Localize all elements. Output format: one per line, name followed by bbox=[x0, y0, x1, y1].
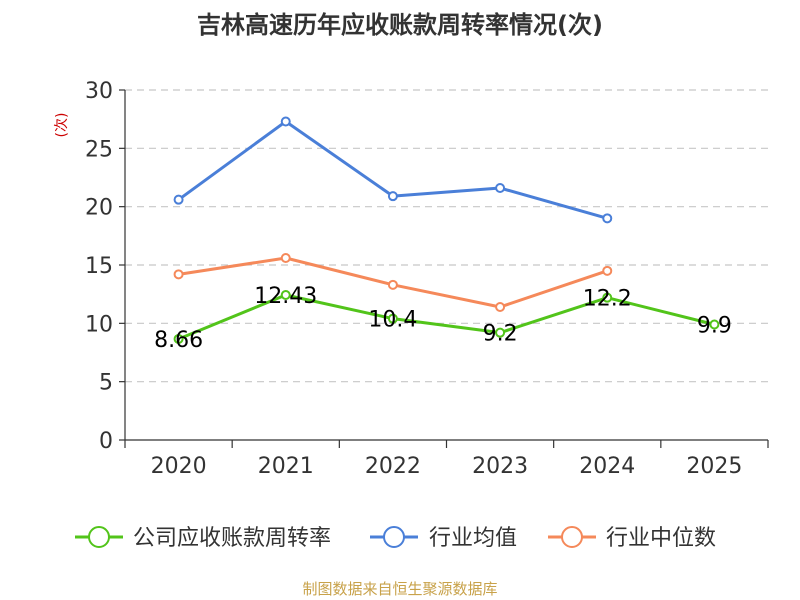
x-tick-label-2020: 2020 bbox=[151, 454, 207, 479]
series-1-point-2020 bbox=[173, 194, 184, 205]
series-2-point-2024 bbox=[602, 265, 613, 276]
series-1-point-2023 bbox=[495, 183, 506, 193]
data-label-2023: 9.2 bbox=[483, 322, 518, 347]
series-0-point-2024 bbox=[602, 292, 613, 303]
series-line-0 bbox=[178, 293, 715, 341]
legend-label-0: 公司应收账款周转率 bbox=[133, 526, 331, 551]
chart-title: 吉林高速历年应收账款周转率情况(次) bbox=[197, 11, 603, 39]
x-tick-label-2021: 2021 bbox=[258, 454, 314, 479]
x-tick-label-2025: 2025 bbox=[686, 454, 742, 479]
series-1-point-2021 bbox=[280, 116, 291, 127]
y-tick-label-0: 0 bbox=[99, 429, 113, 454]
x-tick-label-2023: 2023 bbox=[472, 454, 528, 479]
data-label-2020: 8.66 bbox=[154, 328, 203, 353]
x-tick-label-2022: 2022 bbox=[365, 454, 421, 479]
series-layer bbox=[173, 116, 720, 344]
series-0-point-2023 bbox=[495, 327, 506, 338]
legend-label-1: 行业均值 bbox=[429, 526, 517, 551]
y-tick-label-15: 15 bbox=[85, 254, 113, 279]
data-label-2021: 12.43 bbox=[254, 284, 317, 309]
y-tick-label-30: 30 bbox=[85, 79, 113, 104]
series-1-point-2022 bbox=[387, 191, 398, 202]
y-tick-label-5: 5 bbox=[99, 371, 113, 396]
data-label-2024: 12.2 bbox=[583, 287, 632, 312]
series-0-point-2025 bbox=[709, 319, 720, 330]
data-label-2025: 9.9 bbox=[697, 314, 732, 339]
series-1-point-2024 bbox=[602, 213, 613, 224]
series-line-1 bbox=[177, 120, 608, 220]
legend-marker-0 bbox=[88, 526, 110, 548]
series-2-point-2023 bbox=[495, 302, 506, 312]
x-tick-label-2024: 2024 bbox=[579, 454, 635, 479]
series-0-point-2020 bbox=[173, 333, 184, 344]
y-tick-label-25: 25 bbox=[85, 137, 113, 162]
series-2-point-2021 bbox=[280, 253, 291, 263]
data-label-2022: 10.4 bbox=[368, 308, 417, 333]
legend-label-2: 行业中位数 bbox=[606, 526, 716, 551]
series-2-point-2020 bbox=[173, 269, 184, 280]
grid bbox=[125, 89, 768, 383]
series-2-point-2022 bbox=[387, 279, 398, 290]
series-0-point-2022 bbox=[387, 313, 398, 324]
legend-marker-1 bbox=[383, 526, 405, 548]
y-tick-label-20: 20 bbox=[85, 196, 113, 221]
data-labels: 8.66 12.43 10.4 9.2 12.2 9.9 bbox=[154, 284, 732, 353]
y-axis-label: (次) bbox=[54, 113, 70, 138]
legend: 公司应收账款周转率 行业均值 行业中位数 bbox=[75, 526, 716, 551]
legend-marker-2 bbox=[561, 526, 583, 548]
y-tick-label-10: 10 bbox=[85, 312, 113, 337]
series-0-point-2021 bbox=[280, 289, 291, 300]
source-note: 制图数据来自恒生聚源数据库 bbox=[302, 580, 497, 598]
